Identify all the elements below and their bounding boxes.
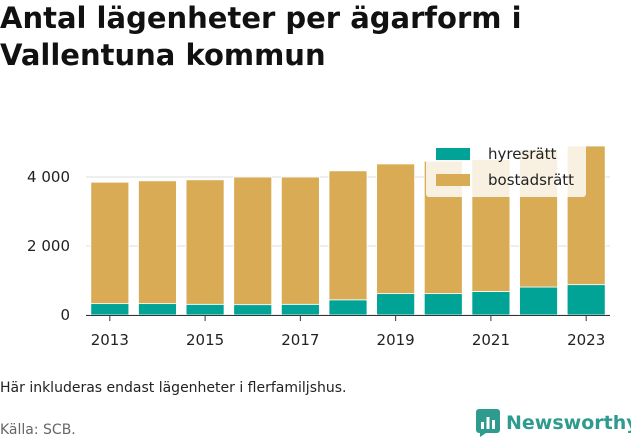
bar-hyresratt-2016 [233,304,273,316]
bar-hyresratt-2013 [90,303,130,316]
bar-bostadsratt-2016 [233,176,273,306]
legend-item-hyresratt: hyresrätt [436,145,556,163]
chart-title: Antal lägenheter per ägarform i Vallentu… [0,1,522,72]
bar-bostadsratt-2018 [328,170,368,301]
y-tick-label: 2 000 [27,237,70,255]
x-axis: 2013 2015 2017 2019 2021 2023 [86,315,610,349]
bar-bostadsratt-2017 [280,176,320,305]
legend-item-bostadsratt: bostadsrätt [436,171,574,189]
x-tick-label: 2017 [281,331,319,349]
x-tick-label: 2015 [186,331,224,349]
brand-name: Newsworthy [506,412,631,434]
brand-logo: Newsworthy [476,408,631,438]
x-tick-label: 2023 [567,331,605,349]
legend-label-bostadsratt: bostadsrätt [488,171,575,189]
legend-swatch-hyresratt [436,148,470,160]
x-tick-label: 2013 [91,331,129,349]
bar-bostadsratt-2013 [90,181,130,305]
bar-bostadsratt-2019 [376,163,416,295]
bars [90,145,606,316]
y-axis: 0 2 000 4 000 [27,168,70,324]
bar-hyresratt-2021 [471,291,511,316]
bar-hyresratt-2014 [138,303,177,316]
bar-bostadsratt-2015 [185,179,225,305]
bar-hyresratt-2020 [423,293,463,316]
bar-hyresratt-2017 [280,303,320,316]
chart-source: Källa: SCB. [0,422,76,438]
y-tick-label: 0 [60,306,70,324]
newsworthy-logo-icon [476,409,500,437]
bar-hyresratt-2015 [185,303,225,316]
bar-hyresratt-2019 [376,293,416,316]
bar-hyresratt-2018 [328,299,368,316]
chart-note: Här inkluderas endast lägenheter i flerf… [0,380,347,396]
legend: hyresrätt bostadsrätt [426,139,586,197]
legend-label-hyresratt: hyresrätt [488,145,557,163]
x-tick-label: 2019 [377,331,415,349]
x-tick-label: 2021 [472,331,510,349]
bar-hyresratt-2022 [519,286,558,316]
bar-hyresratt-2023 [566,284,606,316]
legend-swatch-bostadsratt [436,174,470,186]
bar-bostadsratt-2014 [138,180,177,305]
y-tick-label: 4 000 [27,168,70,186]
